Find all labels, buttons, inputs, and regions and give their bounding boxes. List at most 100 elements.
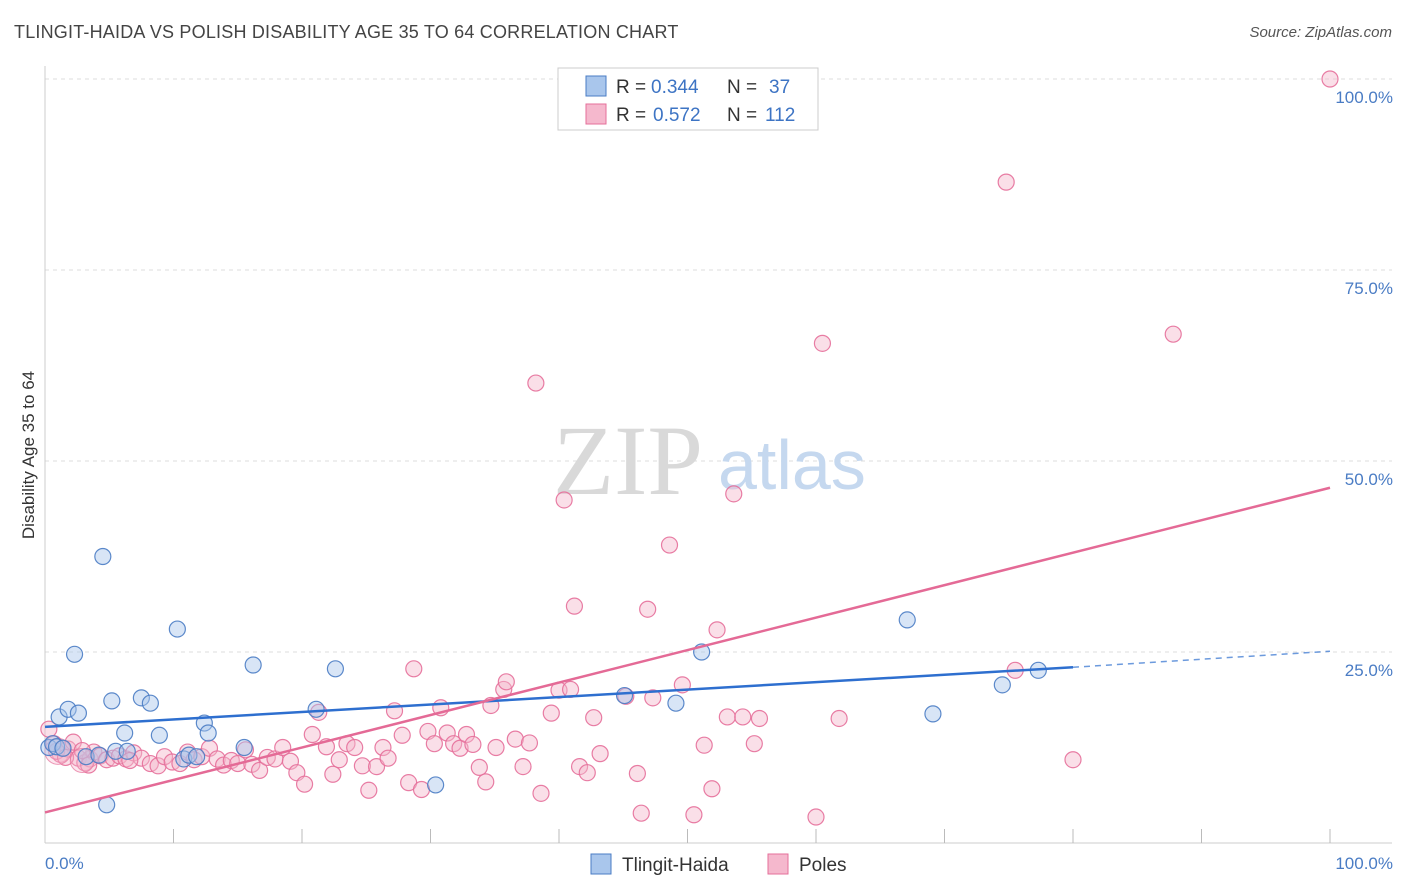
data-point: [90, 746, 108, 764]
watermark: ZIP atlas: [553, 405, 866, 516]
grid-lines: [45, 78, 1392, 653]
source-credit: Source: ZipAtlas.com: [1249, 24, 1392, 41]
data-point: [188, 748, 206, 766]
legend-n-value-2: 112: [765, 105, 795, 126]
data-point: [628, 764, 646, 783]
tlingit-haida-points: [40, 547, 1047, 814]
data-point: [993, 676, 1011, 694]
data-point: [685, 806, 703, 824]
data-point: [116, 724, 134, 742]
data-point: [660, 536, 679, 554]
data-point: [199, 724, 217, 742]
bottom-legend-swatch-poles: [767, 853, 789, 875]
data-point: [813, 334, 832, 352]
data-point: [924, 705, 942, 723]
y-tick-label: 25.0%: [1345, 661, 1393, 680]
legend-r-value-2: 0.572: [653, 105, 701, 126]
data-point: [527, 374, 545, 392]
bottom-legend-label-tlingit-haida: Tlingit-Haida: [622, 855, 729, 876]
legend-swatch-tlingit-haida: [585, 75, 607, 97]
data-point: [103, 692, 121, 710]
data-point-cluster: [69, 747, 95, 773]
y-tick-label: 100.0%: [1335, 88, 1393, 107]
data-point: [451, 739, 469, 757]
data-point: [150, 726, 168, 744]
data-point: [578, 764, 596, 782]
legend-n-value-1: 37: [769, 77, 790, 98]
data-point: [295, 775, 314, 793]
data-point: [59, 700, 77, 718]
data-point: [506, 730, 524, 748]
data-point: [470, 758, 488, 776]
data-point: [438, 724, 456, 742]
legend-n-label-1: N =: [727, 77, 757, 98]
data-point: [532, 784, 550, 802]
data-point: [54, 739, 72, 757]
legend-swatch-poles: [585, 103, 607, 125]
correlation-legend: R = 0.344 N = 37 R = 0.572 N = 112: [557, 67, 819, 131]
trend-lines: [44, 486, 1331, 814]
data-point: [427, 776, 445, 794]
legend-r-label-2: R =: [616, 105, 646, 126]
data-point: [353, 757, 371, 775]
data-point: [734, 708, 752, 726]
data-point: [1064, 751, 1082, 769]
data-point: [457, 725, 476, 744]
data-point: [745, 735, 763, 753]
axes: [44, 66, 1392, 844]
data-point: [77, 748, 95, 766]
data-point: [393, 726, 411, 744]
data-point: [615, 686, 634, 705]
data-point: [997, 173, 1015, 191]
data-point: [307, 700, 325, 718]
data-point: [695, 736, 713, 754]
x-tick-label: 100.0%: [1335, 854, 1393, 873]
data-point: [360, 781, 378, 799]
data-point: [235, 738, 253, 757]
data-point: [898, 611, 916, 629]
data-point: [639, 600, 657, 618]
bottom-legend-swatch-tlingit-haida: [590, 853, 612, 875]
data-point: [487, 738, 505, 757]
tlingit-haida-trend-extension: [1072, 650, 1331, 669]
data-point: [1164, 325, 1182, 343]
data-point: [69, 704, 88, 722]
data-point: [250, 761, 269, 780]
legend-r-label-1: R =: [616, 77, 646, 98]
data-point: [326, 660, 345, 678]
data-point: [477, 773, 495, 791]
data-point: [703, 780, 721, 798]
y-tick-label: 75.0%: [1345, 279, 1393, 298]
data-point: [405, 660, 423, 678]
data-point: [324, 765, 342, 783]
legend-r-value-1: 0.344: [651, 77, 699, 98]
data-point: [118, 742, 136, 760]
data-point: [379, 749, 397, 767]
series-legend: Tlingit-Haida Poles: [590, 853, 847, 876]
data-point: [141, 694, 159, 712]
chart-title: TLINGIT-HAIDA VS POLISH DISABILITY AGE 3…: [14, 22, 679, 42]
data-point: [303, 725, 321, 744]
data-point: [667, 694, 685, 712]
data-point: [632, 804, 650, 822]
data-point: [520, 734, 539, 752]
watermark-atlas: atlas: [718, 426, 866, 504]
data-point: [591, 745, 609, 763]
data-point: [497, 673, 515, 691]
data-point: [565, 597, 584, 615]
data-point: [65, 645, 84, 663]
data-point: [47, 738, 66, 756]
data-point: [750, 709, 769, 728]
data-point: [585, 709, 603, 727]
data-point: [830, 709, 848, 728]
watermark-zip: ZIP: [553, 405, 703, 516]
data-point: [425, 735, 443, 753]
poles-trend-line: [44, 486, 1331, 814]
bottom-legend-label-poles: Poles: [799, 855, 847, 876]
data-point: [374, 738, 392, 757]
data-point: [132, 689, 150, 707]
tlingit-haida-trend-line: [44, 666, 1074, 729]
tick-labels: 25.0% 50.0% 75.0% 100.0% 0.0% 100.0%: [45, 88, 1393, 873]
data-point: [1321, 70, 1339, 88]
